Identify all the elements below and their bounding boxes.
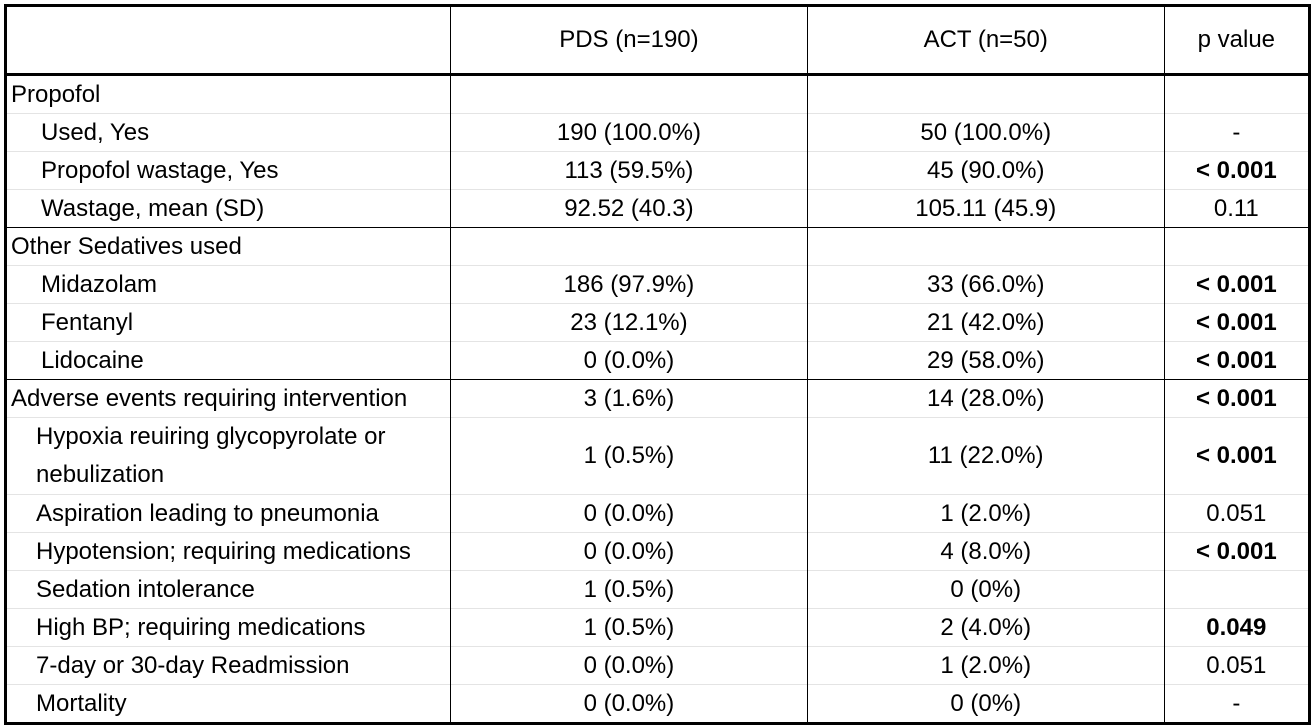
cell-p-value: < 0.001 xyxy=(1163,417,1310,495)
header-blank xyxy=(5,5,451,76)
table-row: Sedation intolerance 1 (0.5%) 0 (0%) xyxy=(5,570,1310,609)
cell-p-value xyxy=(1163,227,1310,266)
row-label: Propofol wastage, Yes xyxy=(5,151,451,190)
cell-pds: 92.52 (40.3) xyxy=(450,189,808,228)
results-table: PDS (n=190) ACT (n=50) p value Propofol U… xyxy=(4,4,1311,725)
cell-act: 14 (28.0%) xyxy=(806,379,1165,418)
row-label: Used, Yes xyxy=(5,113,451,152)
row-label: Hypotension; requiring medications xyxy=(5,532,451,571)
cell-act xyxy=(806,74,1165,114)
header-p-value: p value xyxy=(1163,5,1310,76)
table-row: Wastage, mean (SD) 92.52 (40.3) 105.11 (45… xyxy=(5,189,1310,228)
table-row: Hypotension; requiring medications 0 (0.0… xyxy=(5,532,1310,571)
cell-pds: 0 (0.0%) xyxy=(450,494,808,533)
cell-pds: 1 (0.5%) xyxy=(450,570,808,609)
cell-act: 50 (100.0%) xyxy=(806,113,1165,152)
cell-act xyxy=(806,227,1165,266)
row-label: Mortality xyxy=(5,684,451,724)
cell-p-value: < 0.001 xyxy=(1163,379,1310,418)
cell-pds: 1 (0.5%) xyxy=(450,608,808,647)
table-row: Mortality 0 (0.0%) 0 (0%) - xyxy=(5,684,1310,724)
row-label: Lidocaine xyxy=(5,341,451,380)
cell-act: 11 (22.0%) xyxy=(806,417,1165,495)
table-row: Aspiration leading to pneumonia 0 (0.0%) 1… xyxy=(5,494,1310,533)
cell-pds: 0 (0.0%) xyxy=(450,684,808,724)
cell-act: 33 (66.0%) xyxy=(806,265,1165,304)
cell-p-value: < 0.001 xyxy=(1163,303,1310,342)
row-label: Wastage, mean (SD) xyxy=(5,189,451,228)
cell-pds: 113 (59.5%) xyxy=(450,151,808,190)
section-label: Other Sedatives used xyxy=(5,227,451,266)
section-label: Propofol xyxy=(11,80,101,108)
cell-p-value: 0.049 xyxy=(1163,608,1310,647)
table-row: Fentanyl 23 (12.1%) 21 (42.0%) < 0.001 xyxy=(5,303,1310,342)
cell-pds: 0 (0.0%) xyxy=(450,532,808,571)
table-row: Other Sedatives used xyxy=(5,227,1310,266)
header-row: PDS (n=190) ACT (n=50) p value xyxy=(5,5,1310,76)
cell-p-value: < 0.001 xyxy=(1163,341,1310,380)
cell-p-value: - xyxy=(1163,113,1310,152)
table-body: PDS (n=190) ACT (n=50) p value Propofol U… xyxy=(5,5,1310,724)
cell-p-value: 0.051 xyxy=(1163,494,1310,533)
table-row: Adverse events requiring intervention 3 (… xyxy=(5,379,1310,418)
cell-pds: 186 (97.9%) xyxy=(450,265,808,304)
cell-p-value: 0.051 xyxy=(1163,646,1310,685)
cell-pds xyxy=(450,227,808,266)
row-label: 7-day or 30-day Readmission xyxy=(5,646,451,685)
cell-p-value: < 0.001 xyxy=(1163,151,1310,190)
cell-act: 0 (0%) xyxy=(806,684,1165,724)
cell-pds: 0 (0.0%) xyxy=(450,341,808,380)
table-row: Midazolam 186 (97.9%) 33 (66.0%) < 0.001 xyxy=(5,265,1310,304)
cell-p-value xyxy=(1163,74,1310,114)
header-act: ACT (n=50) xyxy=(806,5,1165,76)
cell-pds: 1 (0.5%) xyxy=(450,417,808,495)
cell-act: 2 (4.0%) xyxy=(806,608,1165,647)
cell-pds: 190 (100.0%) xyxy=(450,113,808,152)
table-row: Propofol wastage, Yes 113 (59.5%) 45 (90.0… xyxy=(5,151,1310,190)
cell-p-value: < 0.001 xyxy=(1163,532,1310,571)
cell-p-value: 0.11 xyxy=(1163,189,1310,228)
cell-act: 45 (90.0%) xyxy=(806,151,1165,190)
cell-p-value: - xyxy=(1163,684,1310,724)
table-row: High BP; requiring medications 1 (0.5%) 2 … xyxy=(5,608,1310,647)
cell-act: 0 (0%) xyxy=(806,570,1165,609)
row-label: High BP; requiring medications xyxy=(5,608,451,647)
cell-pds xyxy=(450,74,808,114)
cell-act: 29 (58.0%) xyxy=(806,341,1165,380)
table-row: Hypoxia reuiring glycopyrolate or nebuli… xyxy=(5,417,1310,495)
row-label: Midazolam xyxy=(5,265,451,304)
table-row: 7-day or 30-day Readmission 0 (0.0%) 1 (2.… xyxy=(5,646,1310,685)
cell-pds: 3 (1.6%) xyxy=(450,379,808,418)
cell-act: 21 (42.0%) xyxy=(806,303,1165,342)
table-row: Used, Yes 190 (100.0%) 50 (100.0%) - xyxy=(5,113,1310,152)
row-label: Fentanyl xyxy=(5,303,451,342)
cell-p-value: < 0.001 xyxy=(1163,265,1310,304)
cell-p-value xyxy=(1163,570,1310,609)
cell-act: 1 (2.0%) xyxy=(806,494,1165,533)
row-label: Hypoxia reuiring glycopyrolate or nebuli… xyxy=(5,417,451,495)
cell-act: 105.11 (45.9) xyxy=(806,189,1165,228)
section-label: Adverse events requiring intervention xyxy=(5,379,451,418)
header-pds: PDS (n=190) xyxy=(450,5,808,76)
table-row: Propofol xyxy=(6,74,1310,114)
row-label: Sedation intolerance xyxy=(5,570,451,609)
cell-pds: 23 (12.1%) xyxy=(450,303,808,342)
cell-act: 1 (2.0%) xyxy=(806,646,1165,685)
table-row: Lidocaine 0 (0.0%) 29 (58.0%) < 0.001 xyxy=(5,341,1310,380)
cell-pds: 0 (0.0%) xyxy=(450,646,808,685)
row-label: Aspiration leading to pneumonia xyxy=(5,494,451,533)
cell-act: 4 (8.0%) xyxy=(806,532,1165,571)
